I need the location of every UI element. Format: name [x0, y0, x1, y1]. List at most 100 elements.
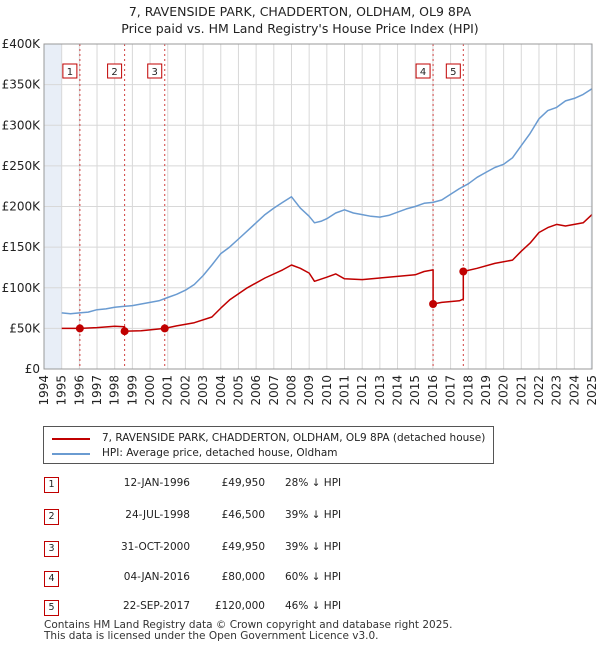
- x-tick-label: 2018: [461, 375, 475, 406]
- x-tick-label: 1994: [37, 375, 51, 406]
- x-tick-label: 2017: [444, 375, 458, 406]
- x-tick-label: 2003: [196, 375, 210, 406]
- transaction-hpi: 46% ↓ HPI: [285, 600, 342, 612]
- chart-title: 7, RAVENSIDE PARK, CHADDERTON, OLDHAM, O…: [0, 3, 600, 37]
- footer: Contains HM Land Registry data © Crown c…: [44, 620, 452, 642]
- x-tick-label: 2002: [178, 375, 192, 406]
- x-tick-label: 2016: [426, 375, 440, 406]
- x-tick-label: 1998: [108, 375, 122, 406]
- x-tick-label: 2010: [320, 375, 334, 406]
- legend-label-property: 7, RAVENSIDE PARK, CHADDERTON, OLDHAM, O…: [102, 432, 486, 444]
- y-tick-label: £150K: [2, 240, 42, 254]
- transaction-price: £80,000: [221, 571, 265, 583]
- sale-box: [445, 63, 461, 79]
- transaction-date: 31-OCT-2000: [121, 541, 190, 553]
- sale-box-label: 5: [450, 67, 456, 78]
- y-tick-label: £250K: [2, 159, 42, 173]
- y-tick-label: £200K: [2, 200, 42, 214]
- x-tick-label: 2022: [532, 375, 546, 406]
- sale-box-label: 1: [67, 67, 73, 78]
- x-tick-label: 2004: [214, 375, 228, 406]
- hpi-line: [61, 88, 593, 315]
- axes: £0 £50K £100K £150K £200K £250K £300K £350K £400…: [2, 37, 599, 406]
- y-tick-label: £300K: [2, 118, 42, 132]
- x-tick-label: 2020: [497, 375, 511, 406]
- sale-box: [107, 63, 123, 79]
- x-tick-label: 2023: [550, 375, 564, 406]
- transaction-date: 24-JUL-1998: [125, 509, 190, 521]
- sale-box: [415, 63, 431, 79]
- title-line-1: 7, RAVENSIDE PARK, CHADDERTON, OLDHAM, O…: [128, 4, 472, 19]
- y-tick-label: £0: [25, 362, 40, 376]
- title-line-2: Price paid vs. HM Land Registry's House …: [121, 21, 479, 36]
- x-tick-label: 1995: [55, 375, 69, 406]
- series-lines: [61, 88, 593, 332]
- transaction-number: 4: [44, 571, 59, 587]
- transaction-number: 3: [44, 541, 59, 557]
- x-tick-label: 2011: [338, 375, 352, 406]
- transaction-price: £120,000: [214, 600, 265, 612]
- transaction-date: 22-SEP-2017: [122, 600, 190, 612]
- sale-point: [160, 324, 169, 333]
- transaction-hpi: 28% ↓ HPI: [285, 477, 342, 489]
- x-tick-label: 2012: [355, 375, 369, 406]
- table-row: 3 31-OCT-2000 £49,950 39% ↓ HPI: [0, 539, 600, 559]
- x-tick-label: 2006: [249, 375, 263, 406]
- transaction-price: £46,500: [221, 509, 265, 521]
- x-tick-label: 2024: [567, 375, 581, 406]
- transaction-date: 12-JAN-1996: [123, 477, 190, 489]
- legend-swatch-hpi: [52, 453, 90, 455]
- x-tick-label: 2015: [408, 375, 422, 406]
- y-tick-label: £400K: [2, 37, 42, 51]
- transaction-hpi: 39% ↓ HPI: [285, 509, 342, 521]
- sale-point: [120, 327, 129, 336]
- transaction-number: 5: [44, 600, 59, 616]
- x-tick-label: 2007: [267, 375, 281, 406]
- x-tick-label: 1997: [90, 375, 104, 406]
- transaction-number: 2: [44, 509, 59, 525]
- y-tick-label: £350K: [2, 78, 42, 92]
- x-tick-label: 2009: [302, 375, 316, 406]
- sale-number-boxes: 1 2 3 4 5: [62, 63, 461, 79]
- table-row: 1 12-JAN-1996 £49,950 28% ↓ HPI: [0, 475, 600, 495]
- x-tick-label: 2025: [585, 375, 599, 406]
- table-row: 5 22-SEP-2017 £120,000 46% ↓ HPI: [0, 598, 600, 618]
- price-chart: 1 2 3 4 5 £0 £50K £100K £150K £200K £250K £300K £35…: [2, 37, 599, 406]
- legend-swatch-property: [52, 438, 90, 440]
- sale-box: [147, 63, 163, 79]
- transaction-price: £49,950: [221, 541, 265, 553]
- x-tick-label: 2014: [391, 375, 405, 406]
- property-price-line: [61, 214, 593, 332]
- x-tick-label: 1996: [72, 375, 86, 406]
- footer-line-1: Contains HM Land Registry data © Crown c…: [44, 619, 453, 631]
- transaction-date: 04-JAN-2016: [123, 571, 190, 583]
- x-tick-label: 2000: [143, 375, 157, 406]
- footer-line-2: This data is licensed under the Open Gov…: [44, 630, 379, 642]
- y-tick-label: £50K: [9, 321, 41, 335]
- transaction-number: 1: [44, 477, 59, 493]
- table-row: 2 24-JUL-1998 £46,500 39% ↓ HPI: [0, 507, 600, 527]
- x-tick-label: 1999: [125, 375, 139, 406]
- plot-frame: [43, 43, 593, 370]
- y-tick-label: £100K: [2, 281, 42, 295]
- transaction-hpi: 39% ↓ HPI: [285, 541, 342, 553]
- sale-markers-lines: [79, 44, 464, 369]
- sale-box-label: 2: [111, 67, 117, 78]
- x-tick-label: 2008: [284, 375, 298, 406]
- gridlines: [43, 43, 593, 370]
- x-tick-label: 2021: [514, 375, 528, 406]
- sale-box: [62, 63, 78, 79]
- legend: 7, RAVENSIDE PARK, CHADDERTON, OLDHAM, O…: [43, 426, 494, 464]
- x-tick-label: 2013: [373, 375, 387, 406]
- sale-point: [429, 300, 438, 308]
- x-tick-label: 2005: [231, 375, 245, 406]
- sale-box-label: 3: [152, 67, 158, 78]
- x-tick-label: 2001: [161, 375, 175, 406]
- sale-box-label: 4: [420, 67, 426, 78]
- sale-point: [75, 324, 84, 333]
- sale-points: [75, 267, 468, 336]
- x-tick-label: 2019: [479, 375, 493, 406]
- transaction-price: £49,950: [221, 477, 265, 489]
- legend-label-hpi: HPI: Average price, detached house, Oldh…: [102, 447, 338, 459]
- sale-point: [459, 267, 468, 276]
